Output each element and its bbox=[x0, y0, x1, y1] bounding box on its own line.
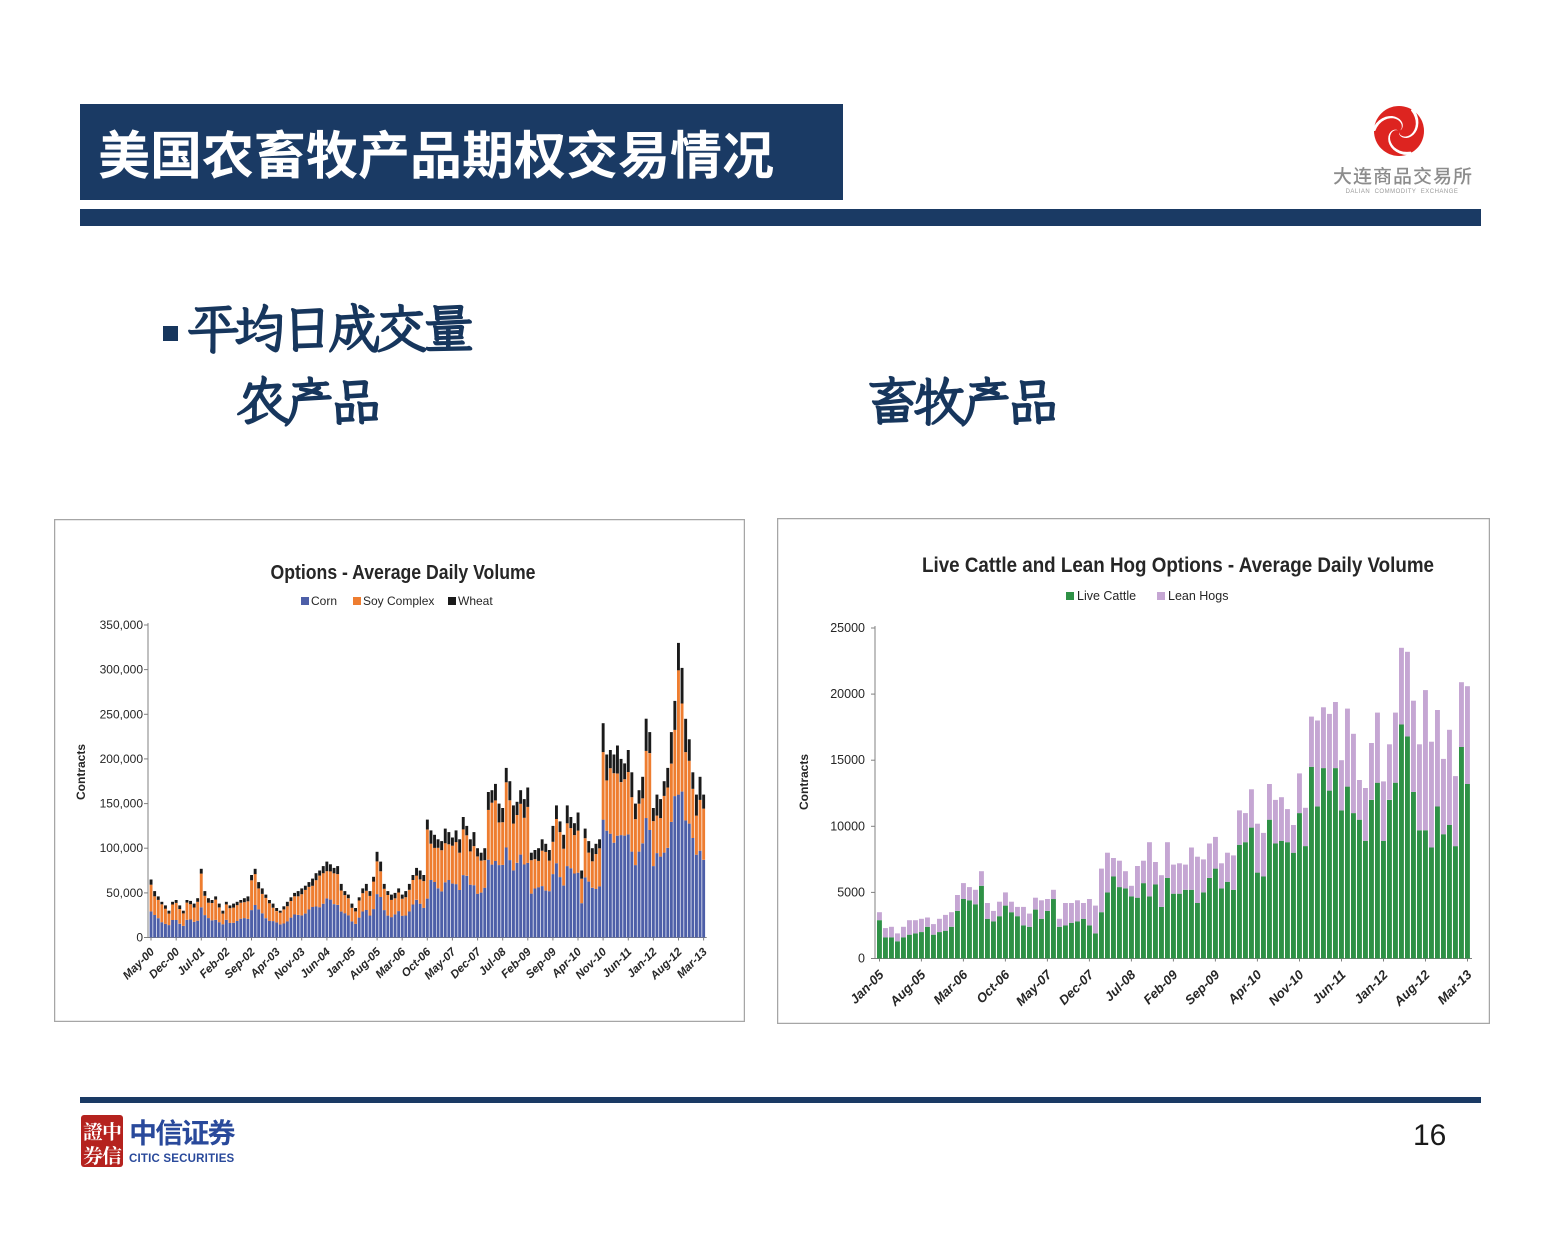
svg-text:Lean Hogs: Lean Hogs bbox=[1168, 589, 1228, 603]
svg-text:0: 0 bbox=[858, 952, 865, 966]
svg-text:250,000: 250,000 bbox=[100, 707, 144, 721]
svg-text:Live Cattle and Lean Hog Optio: Live Cattle and Lean Hog Options - Avera… bbox=[922, 554, 1434, 577]
svg-text:25000: 25000 bbox=[830, 621, 865, 635]
svg-text:10000: 10000 bbox=[830, 819, 865, 833]
svg-text:Live Cattle: Live Cattle bbox=[1077, 589, 1136, 603]
svg-text:0: 0 bbox=[136, 931, 143, 945]
svg-text:CITIC SECURITIES: CITIC SECURITIES bbox=[129, 1153, 235, 1165]
svg-text:Corn: Corn bbox=[311, 594, 337, 608]
svg-text:15000: 15000 bbox=[830, 753, 865, 767]
svg-text:50,000: 50,000 bbox=[106, 886, 143, 900]
svg-text:100,000: 100,000 bbox=[100, 841, 144, 855]
svg-text:DALIAN COMMODITY EXCHANGE: DALIAN COMMODITY EXCHANGE bbox=[1346, 189, 1459, 195]
svg-text:Options - Average Daily Volume: Options - Average Daily Volume bbox=[271, 562, 536, 584]
svg-text:Contracts: Contracts bbox=[797, 754, 811, 810]
svg-text:300,000: 300,000 bbox=[100, 663, 144, 677]
svg-text:20000: 20000 bbox=[830, 687, 865, 701]
svg-text:Soy Complex: Soy Complex bbox=[363, 594, 434, 608]
svg-text:350,000: 350,000 bbox=[100, 618, 144, 632]
svg-text:Contracts: Contracts bbox=[74, 744, 88, 800]
svg-text:Wheat: Wheat bbox=[458, 594, 493, 608]
svg-text:200,000: 200,000 bbox=[100, 752, 144, 766]
svg-text:5000: 5000 bbox=[837, 885, 865, 899]
svg-text:150,000: 150,000 bbox=[100, 797, 144, 811]
